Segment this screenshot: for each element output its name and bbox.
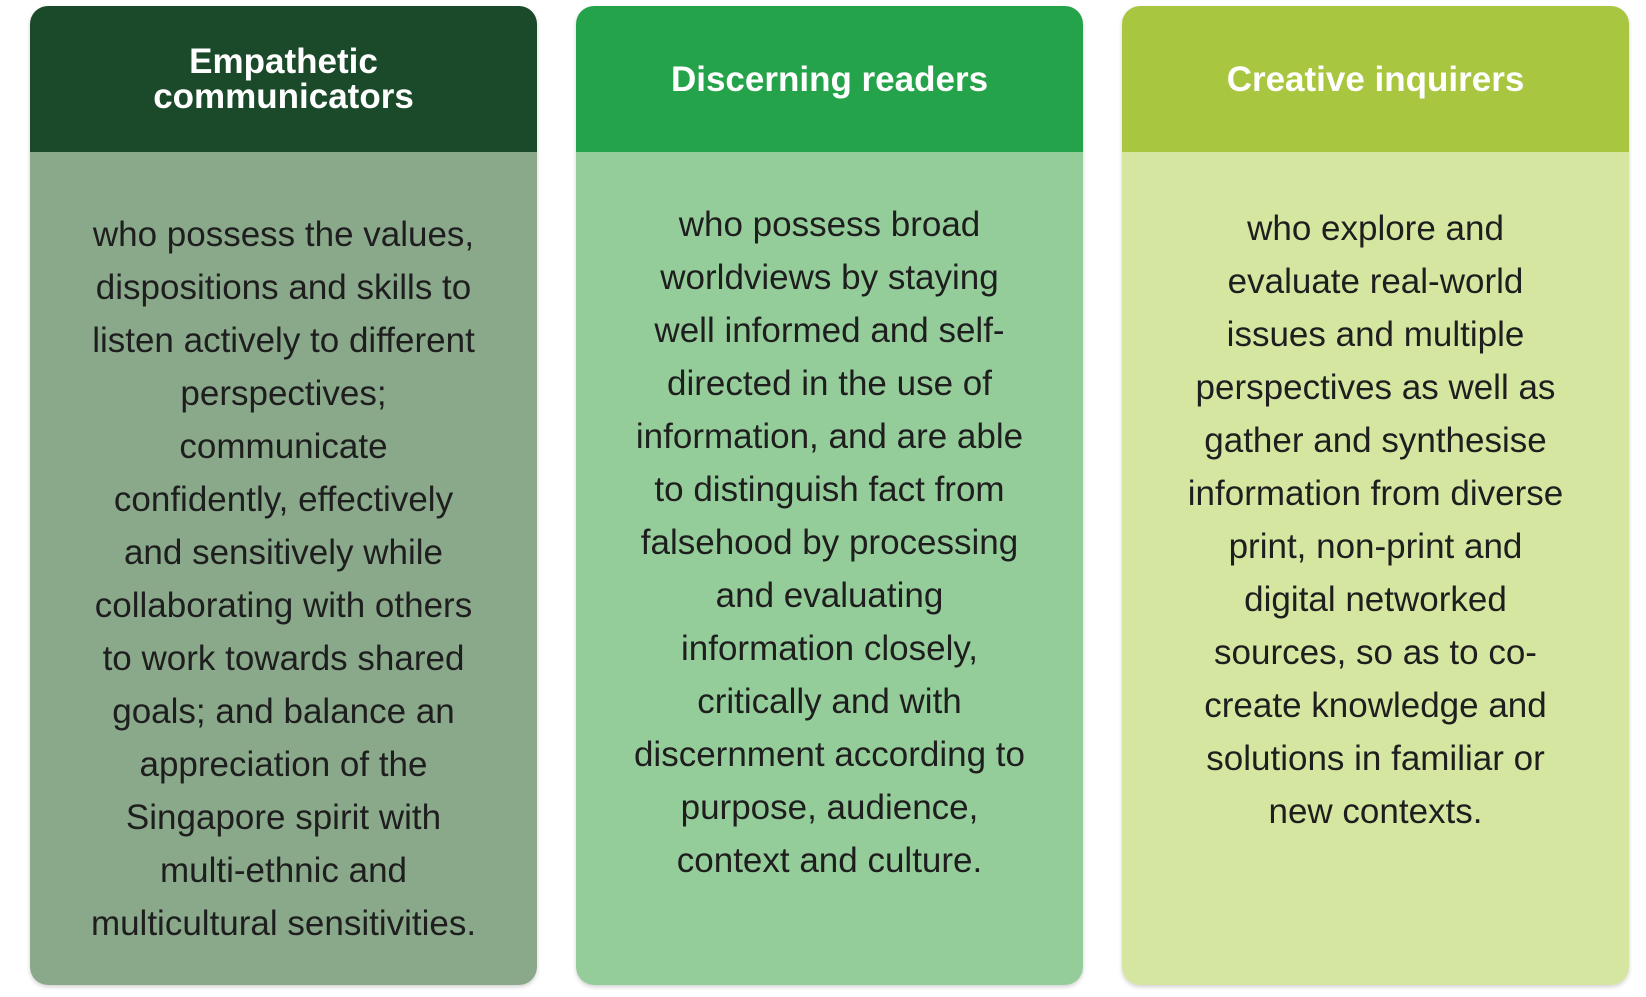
card-description-line: who possess the values,	[92, 215, 475, 254]
card-description-line: create knowledge and	[1204, 686, 1547, 725]
card-description-line: and evaluating	[715, 576, 944, 615]
card-description-line: and sensitively while	[123, 533, 444, 572]
card-description-line: confidently, effectively	[113, 480, 454, 519]
card-description-line: multicultural sensitivities.	[90, 904, 477, 943]
card-description-line: perspectives as well as	[1195, 368, 1556, 407]
card-description-line: perspectives;	[180, 374, 387, 413]
card-description: who possess the values, dispositions and …	[30, 152, 537, 985]
card-description-line: goals; and balance an	[112, 692, 455, 731]
card-description-line: who possess broad	[678, 205, 981, 244]
card-description-line: sources, so as to co-	[1214, 633, 1537, 672]
card-description-line: information closely,	[681, 629, 978, 668]
card-description-line: print, non-print and	[1228, 527, 1523, 566]
card-description-line: context and culture.	[676, 841, 983, 880]
card-title-line: communicators	[153, 77, 414, 116]
card-title: Empathetic communicators	[30, 6, 537, 152]
card-discerning-readers: Discerning readers who possess broad worl…	[576, 6, 1083, 985]
card-description-line: multi-ethnic and	[159, 851, 408, 890]
card-title-line: Creative inquirers	[1226, 59, 1525, 99]
card-description-line: appreciation of the	[139, 745, 428, 784]
card-description-line: information from diverse	[1187, 474, 1564, 513]
card-creative-inquirers: Creative inquirers who explore and evalua…	[1122, 6, 1629, 985]
card-description-line: purpose, audience,	[680, 788, 979, 827]
card-description-line: to distinguish fact from	[654, 470, 1005, 509]
card-description-line: solutions in familiar or	[1206, 739, 1545, 778]
card-description-line: information, and are able	[635, 417, 1024, 456]
card-description: who possess broad worldviews by staying we…	[576, 152, 1083, 985]
card-description-line: directed in the use of	[667, 364, 992, 403]
card-description-line: who explore and	[1247, 209, 1504, 248]
card-description-line: Singapore spirit with	[125, 798, 442, 837]
card-description-line: well informed and self-	[654, 311, 1005, 350]
card-description-line: evaluate real-world	[1227, 262, 1524, 301]
card-description-line: new contexts.	[1268, 792, 1483, 831]
card-title: Discerning readers	[576, 6, 1083, 152]
card-description-line: critically and with	[697, 682, 962, 721]
card-description-line: dispositions and skills to	[95, 268, 472, 307]
card-description-line: falsehood by processing	[640, 523, 1019, 562]
card-description: who explore and evaluate real-world issues…	[1122, 152, 1629, 985]
card-description-line: to work towards shared	[102, 639, 465, 678]
card-title-line: Empathetic	[189, 42, 378, 81]
card-description-line: gather and synthesise	[1204, 421, 1547, 460]
card-title-line: Discerning readers	[670, 59, 989, 99]
card-description-line: communicate	[179, 427, 388, 466]
card-description-line: discernment according to	[633, 735, 1026, 774]
card-description-line: digital networked	[1244, 580, 1507, 619]
card-title: Creative inquirers	[1122, 6, 1629, 152]
card-description-line: issues and multiple	[1226, 315, 1525, 354]
card-description-line: listen actively to different	[92, 321, 475, 360]
card-description-line: worldviews by staying	[660, 258, 999, 297]
card-description-line: collaborating with others	[94, 586, 473, 625]
card-empathetic-communicators: Empathetic communicators who possess the …	[30, 6, 537, 985]
